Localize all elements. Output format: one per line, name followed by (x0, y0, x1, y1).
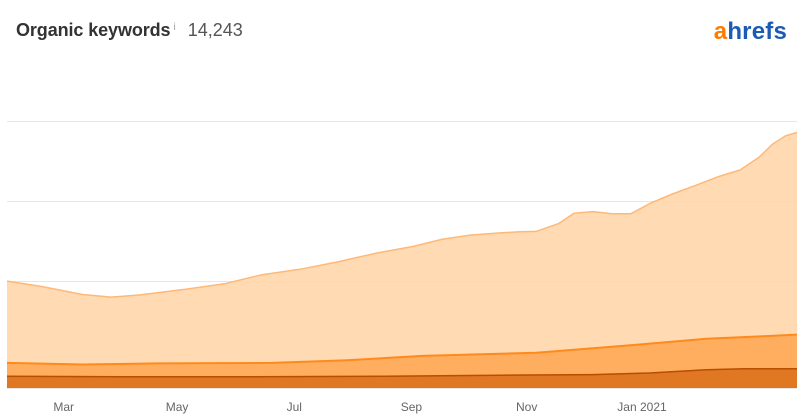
keyword-count: 14,243 (187, 20, 243, 40)
series-middle-line (6, 333, 798, 366)
x-axis: Mar May Jul Sep Nov Jan 2021 (53, 400, 667, 414)
ahrefs-logo[interactable]: ahrefs (714, 18, 787, 46)
x-tick-label: Jan 2021 (617, 400, 667, 414)
logo-letter-a: a (713, 18, 728, 45)
chart-title: Organic keywords (16, 20, 171, 40)
logo-letters-rest: hrefs (727, 18, 787, 45)
series-areas (6, 131, 798, 388)
info-icon[interactable]: i (173, 22, 176, 33)
x-tick-label: Jul (287, 400, 302, 414)
chart-header: Organic keywords i 14,243 (16, 20, 243, 48)
series-bottom-line (6, 368, 797, 378)
x-tick-label: May (166, 400, 189, 414)
x-tick-label: Sep (401, 400, 423, 414)
x-tick-label: Mar (53, 400, 74, 414)
series-total-area (7, 132, 797, 388)
x-tick-label: Nov (516, 400, 537, 414)
series-total-line (6, 131, 798, 298)
series-bottom-area (7, 368, 797, 388)
